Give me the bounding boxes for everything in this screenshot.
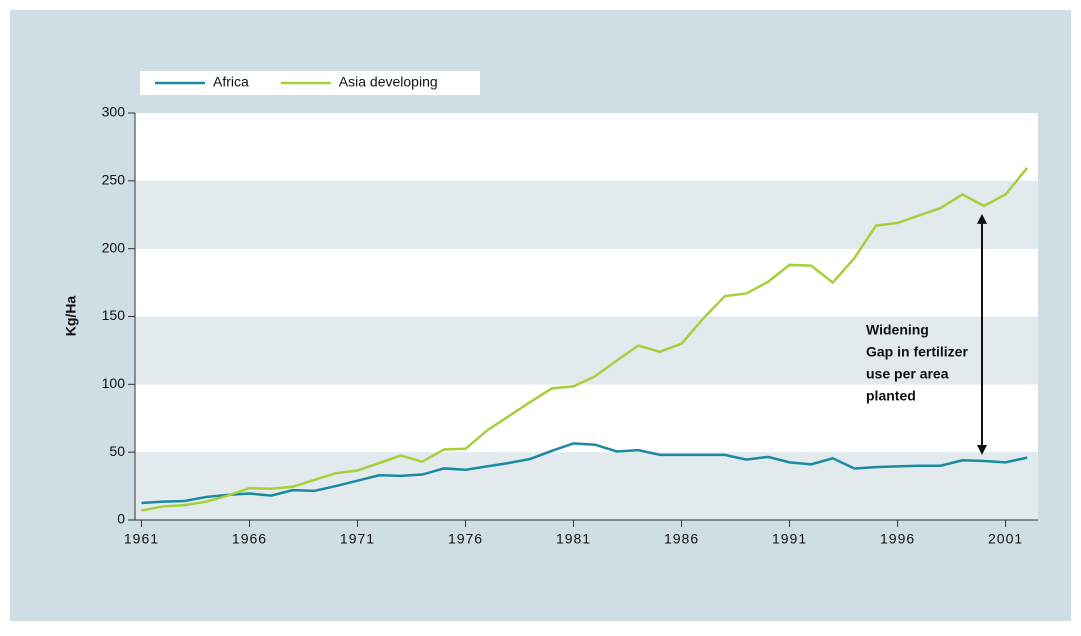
x-tick-label: 1981 — [556, 531, 591, 547]
x-tick-label: 1991 — [772, 531, 807, 547]
band — [135, 248, 1038, 317]
legend-label: Asia developing — [339, 74, 438, 90]
legend-label: Africa — [213, 74, 249, 90]
y-tick-label: 100 — [102, 375, 126, 391]
x-tick-label: 1966 — [232, 531, 267, 547]
band — [135, 384, 1038, 453]
plot — [141, 167, 1029, 512]
y-tick-label: 150 — [102, 307, 126, 323]
band — [135, 316, 1038, 385]
x-tick-label: 1961 — [124, 531, 159, 547]
annotation: Gap in fertilizer — [866, 344, 968, 360]
annotation: use per area — [866, 366, 949, 382]
x-tick-label: 2001 — [988, 531, 1023, 547]
arrow-head — [976, 213, 987, 224]
band — [135, 452, 1038, 520]
series-line — [141, 442, 1028, 505]
y-tick-label: 250 — [102, 172, 126, 188]
series-line — [141, 167, 1029, 512]
x-tick-label: 1986 — [664, 531, 699, 547]
x-tick-label: 1996 — [880, 531, 915, 547]
x-tick-label: 1971 — [340, 531, 375, 547]
bands — [135, 113, 1038, 520]
y-tick-label: 0 — [117, 511, 125, 527]
annotation: planted — [866, 388, 916, 404]
y-tick-label: 300 — [102, 104, 126, 120]
y-axis-label: Kg/Ha — [63, 296, 79, 337]
y-tick-label: 50 — [109, 443, 125, 459]
x-tick-label: 1976 — [448, 531, 483, 547]
arrow-head — [976, 444, 987, 455]
band — [135, 180, 1038, 249]
annotation: Widening — [866, 322, 929, 338]
band — [135, 113, 1038, 181]
y-tick-label: 200 — [102, 239, 126, 255]
